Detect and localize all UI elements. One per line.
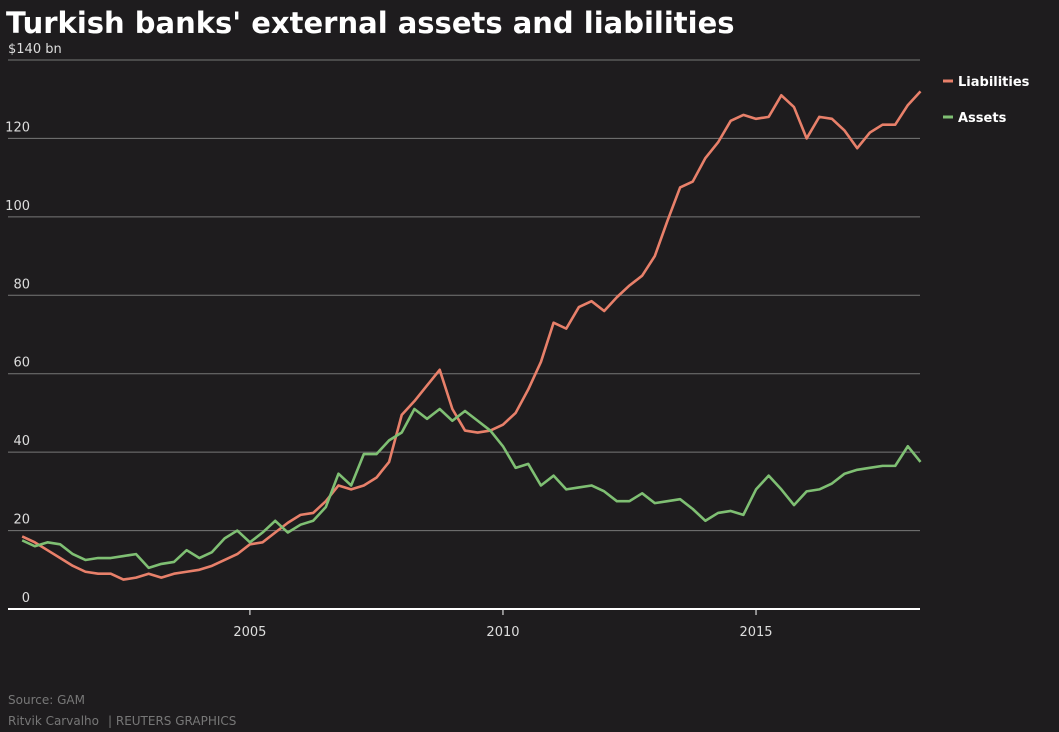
y-tick-label: 80 bbox=[13, 277, 30, 292]
y-tick-label: 20 bbox=[13, 513, 30, 528]
y-tick-label: 120 bbox=[5, 120, 30, 135]
y-tick-label: $140 bn bbox=[8, 42, 62, 57]
y-tick-label: 100 bbox=[5, 199, 30, 214]
source: Source: GAM bbox=[8, 693, 85, 707]
x-tick-label: 2010 bbox=[486, 625, 519, 640]
x-tick-label: 2005 bbox=[233, 625, 266, 640]
y-tick-label: 0 bbox=[22, 591, 30, 606]
series-line bbox=[21, 90, 922, 581]
credit: Ritvik Carvalho bbox=[8, 714, 99, 728]
y-tick-label: 60 bbox=[13, 356, 30, 371]
legend-label: Assets bbox=[958, 111, 1007, 126]
y-tick-label: 40 bbox=[13, 434, 30, 449]
chart-title: Turkish banks' external assets and liabi… bbox=[6, 6, 735, 40]
x-tick-label: 2015 bbox=[739, 625, 772, 640]
publisher: | REUTERS GRAPHICS bbox=[108, 714, 236, 728]
legend-label: Liabilities bbox=[958, 75, 1030, 90]
series-line bbox=[21, 407, 922, 570]
